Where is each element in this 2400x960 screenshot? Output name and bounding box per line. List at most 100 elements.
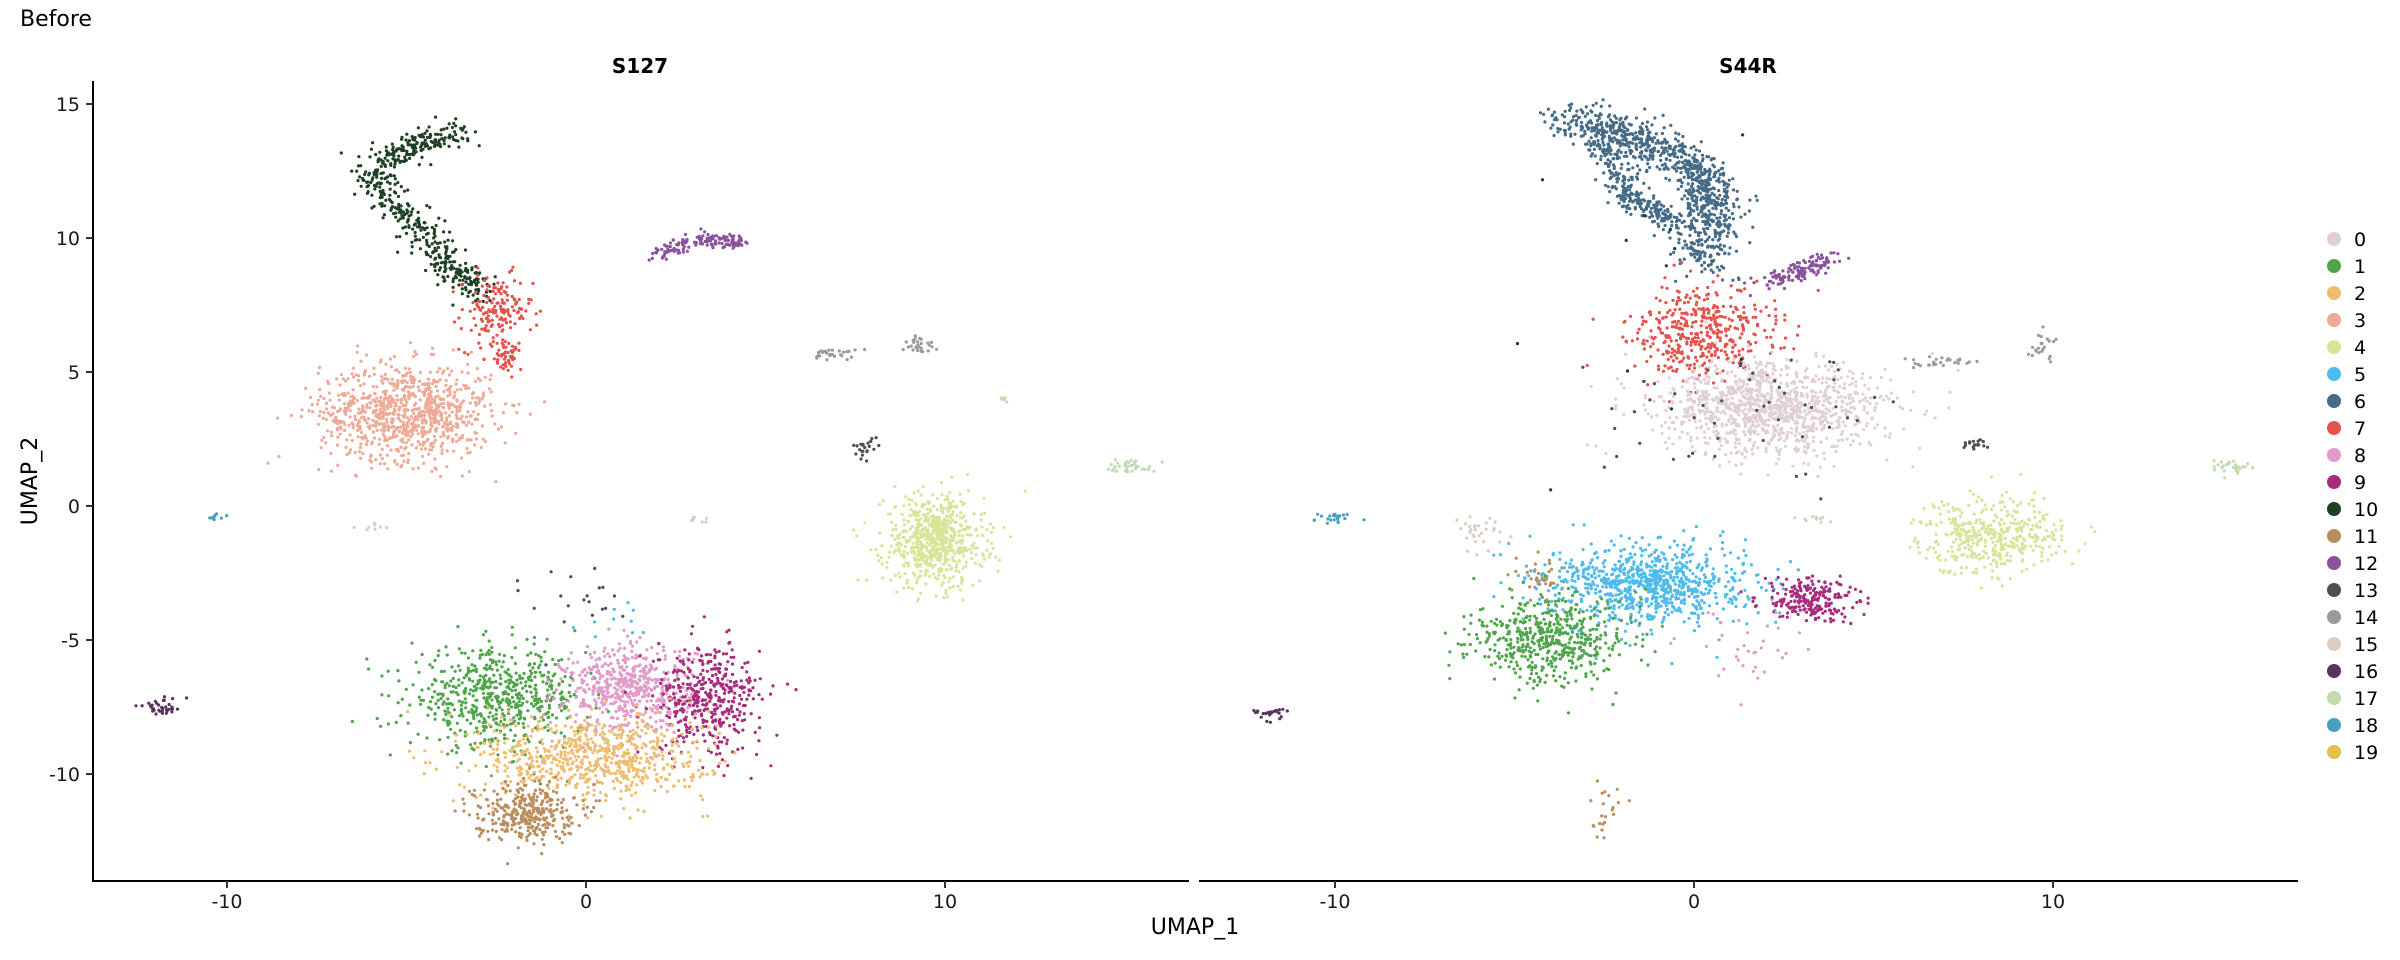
- data-point: [636, 750, 640, 754]
- data-point: [682, 708, 686, 712]
- data-point: [502, 654, 506, 658]
- data-point: [559, 677, 563, 681]
- data-point: [458, 417, 462, 421]
- data-point: [1147, 465, 1151, 469]
- data-point: [727, 690, 731, 694]
- data-point: [642, 770, 646, 774]
- data-point: [440, 451, 444, 456]
- data-point: [421, 382, 425, 386]
- data-point: [885, 565, 889, 569]
- data-point: [514, 302, 518, 306]
- data-point: [859, 457, 863, 461]
- data-point: [935, 524, 939, 528]
- data-point: [454, 133, 458, 137]
- data-point: [379, 164, 383, 168]
- data-point: [443, 219, 447, 223]
- data-point: [436, 241, 440, 246]
- data-point: [374, 458, 378, 462]
- data-point: [740, 665, 744, 670]
- data-point: [307, 409, 311, 413]
- data-point: [150, 706, 154, 710]
- data-point: [421, 147, 425, 151]
- data-point: [555, 802, 560, 807]
- data-point: [529, 678, 534, 683]
- data-point: [661, 754, 665, 758]
- data-point: [434, 132, 438, 136]
- data-point: [482, 666, 486, 670]
- data-point: [436, 283, 440, 287]
- data-point: [663, 654, 668, 658]
- data-point: [650, 757, 654, 761]
- data-point: [409, 143, 413, 147]
- data-point: [456, 693, 460, 697]
- data-point: [534, 683, 538, 687]
- data-point: [373, 391, 377, 395]
- data-point: [488, 299, 492, 303]
- data-point: [473, 400, 477, 404]
- data-point: [452, 250, 456, 254]
- data-point: [427, 687, 431, 691]
- data-point: [676, 683, 681, 687]
- data-point: [852, 443, 856, 447]
- data-point: [365, 403, 369, 407]
- data-point: [692, 657, 696, 661]
- data-point: [584, 755, 588, 759]
- data-point: [712, 707, 717, 711]
- data-point: [923, 502, 927, 507]
- data-point: [494, 686, 499, 690]
- data-point: [529, 690, 533, 694]
- data-point: [526, 724, 530, 728]
- data-point: [585, 683, 589, 687]
- data-point: [656, 710, 660, 714]
- data-point: [921, 485, 925, 489]
- data-point: [381, 216, 385, 220]
- data-point: [950, 519, 955, 523]
- data-point: [506, 310, 510, 314]
- data-point: [466, 362, 470, 366]
- data-point: [160, 709, 164, 713]
- data-point: [426, 713, 430, 717]
- data-point: [353, 450, 357, 455]
- data-point: [533, 715, 537, 719]
- data-point: [565, 757, 569, 761]
- data-point: [475, 366, 479, 371]
- data-point: [513, 793, 518, 797]
- data-point: [495, 792, 499, 796]
- data-point: [925, 541, 929, 545]
- data-point: [888, 512, 892, 516]
- data-point: [454, 686, 458, 690]
- data-point: [602, 695, 606, 699]
- data-point: [900, 512, 904, 517]
- data-point: [564, 783, 568, 787]
- data-point: [601, 735, 605, 740]
- data-point: [498, 652, 502, 656]
- data-point: [388, 357, 392, 361]
- data-point: [940, 493, 944, 497]
- data-point: [672, 710, 677, 714]
- data-point: [523, 717, 527, 721]
- data-point: [474, 698, 478, 702]
- data-point: [1152, 469, 1156, 473]
- data-point: [398, 235, 402, 239]
- data-point: [706, 232, 710, 237]
- data-point: [470, 392, 475, 396]
- data-point: [416, 126, 420, 130]
- data-point: [552, 696, 557, 701]
- cluster-15-points: [689, 515, 709, 524]
- data-point: [681, 238, 685, 242]
- data-point: [632, 768, 636, 773]
- data-point: [324, 441, 328, 445]
- data-point: [472, 668, 476, 672]
- data-point: [457, 145, 461, 149]
- data-point: [455, 388, 459, 392]
- data-point: [707, 725, 711, 729]
- data-point: [518, 281, 523, 285]
- data-point: [498, 731, 502, 735]
- data-point: [580, 758, 584, 762]
- data-point: [889, 544, 893, 548]
- data-point: [654, 246, 658, 251]
- data-point: [915, 578, 919, 582]
- data-point: [388, 181, 392, 186]
- data-point: [584, 734, 589, 738]
- data-point: [471, 694, 475, 698]
